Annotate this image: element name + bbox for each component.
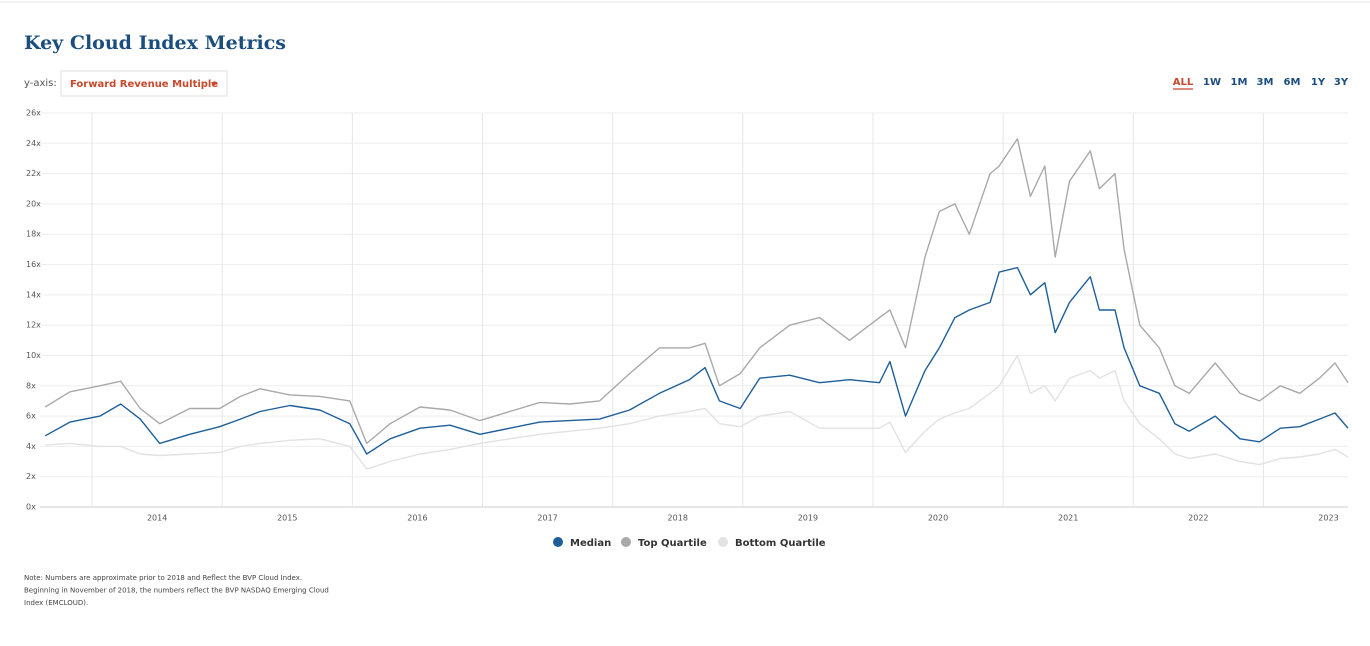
y-tick-label: 0x [26,503,36,512]
series-line [44,266,1349,455]
y-tick-label: 12x [26,321,41,330]
legend-marker[interactable] [718,537,728,547]
x-tick-label: 2018 [668,514,688,523]
dropdown-box[interactable] [60,70,228,97]
range-button[interactable]: 3M [1257,77,1274,88]
x-tick-label: 2019 [798,514,818,523]
x-tick-label: 2014 [147,514,167,523]
range-button[interactable]: ALL [1173,77,1194,88]
legend-label[interactable]: Bottom Quartile [735,538,826,549]
plot: 0x 2x 4x 6x 8x 10x 12x 14x 16x 18x 20x 22x 24x 26x 201… [26,109,1349,523]
x-tick-label: 2017 [537,514,557,523]
page-title: Key Cloud Index Metrics [24,32,286,54]
series-line [45,354,1349,470]
yaxis-dropdown[interactable]: Forward Revenue Multiple [60,70,228,97]
legend-marker[interactable] [553,537,563,547]
yaxis-label: y-axis: [24,78,57,89]
x-tick-label: 2022 [1188,514,1208,523]
dropdown-value[interactable]: Forward Revenue Multiple [70,79,218,90]
x-tick-label: 2021 [1058,514,1078,523]
y-tick-label: 2x [26,472,36,481]
note: Note: Numbers are approximate prior to 2… [24,574,329,607]
legend-marker[interactable] [621,537,631,547]
dropdown-caret[interactable] [211,82,217,86]
y-tick-label: 14x [26,290,41,299]
y-tick-label: 26x [26,109,41,118]
legend: Median Top Quartile Bottom Quartile [553,537,826,549]
legend-label[interactable]: Median [570,538,611,549]
legend-label[interactable]: Top Quartile [638,538,707,549]
note-line: Beginning in November of 2018, the numbe… [24,587,329,595]
range-button[interactable]: 1M [1231,77,1248,88]
y-tick-label: 24x [26,139,41,148]
y-tick-label: 8x [26,381,36,390]
x-tick-label: 2016 [407,514,427,523]
note-line: Note: Numbers are approximate prior to 2… [24,574,302,582]
note-line: Index (EMCLOUD). [24,599,88,607]
x-tick-label: 2020 [928,514,948,523]
series-line [44,138,1349,445]
range-button[interactable]: 1Y [1311,77,1326,88]
y-tick-label: 18x [26,230,41,239]
range-button[interactable]: 3Y [1334,77,1349,88]
x-tick-label: 2023 [1318,514,1338,523]
y-tick-label: 6x [26,412,36,421]
x-tick-label: 2015 [277,514,297,523]
y-tick-label: 20x [26,199,41,208]
y-tick-label: 4x [26,442,36,451]
y-tick-label: 10x [26,351,41,360]
y-tick-label: 22x [26,169,41,178]
range-buttons: ALL 1W 1M 3M 6M 1Y 3Y [1173,77,1349,90]
y-tick-label: 16x [26,260,41,269]
range-button[interactable]: 6M [1284,77,1301,88]
range-button[interactable]: 1W [1203,77,1221,88]
